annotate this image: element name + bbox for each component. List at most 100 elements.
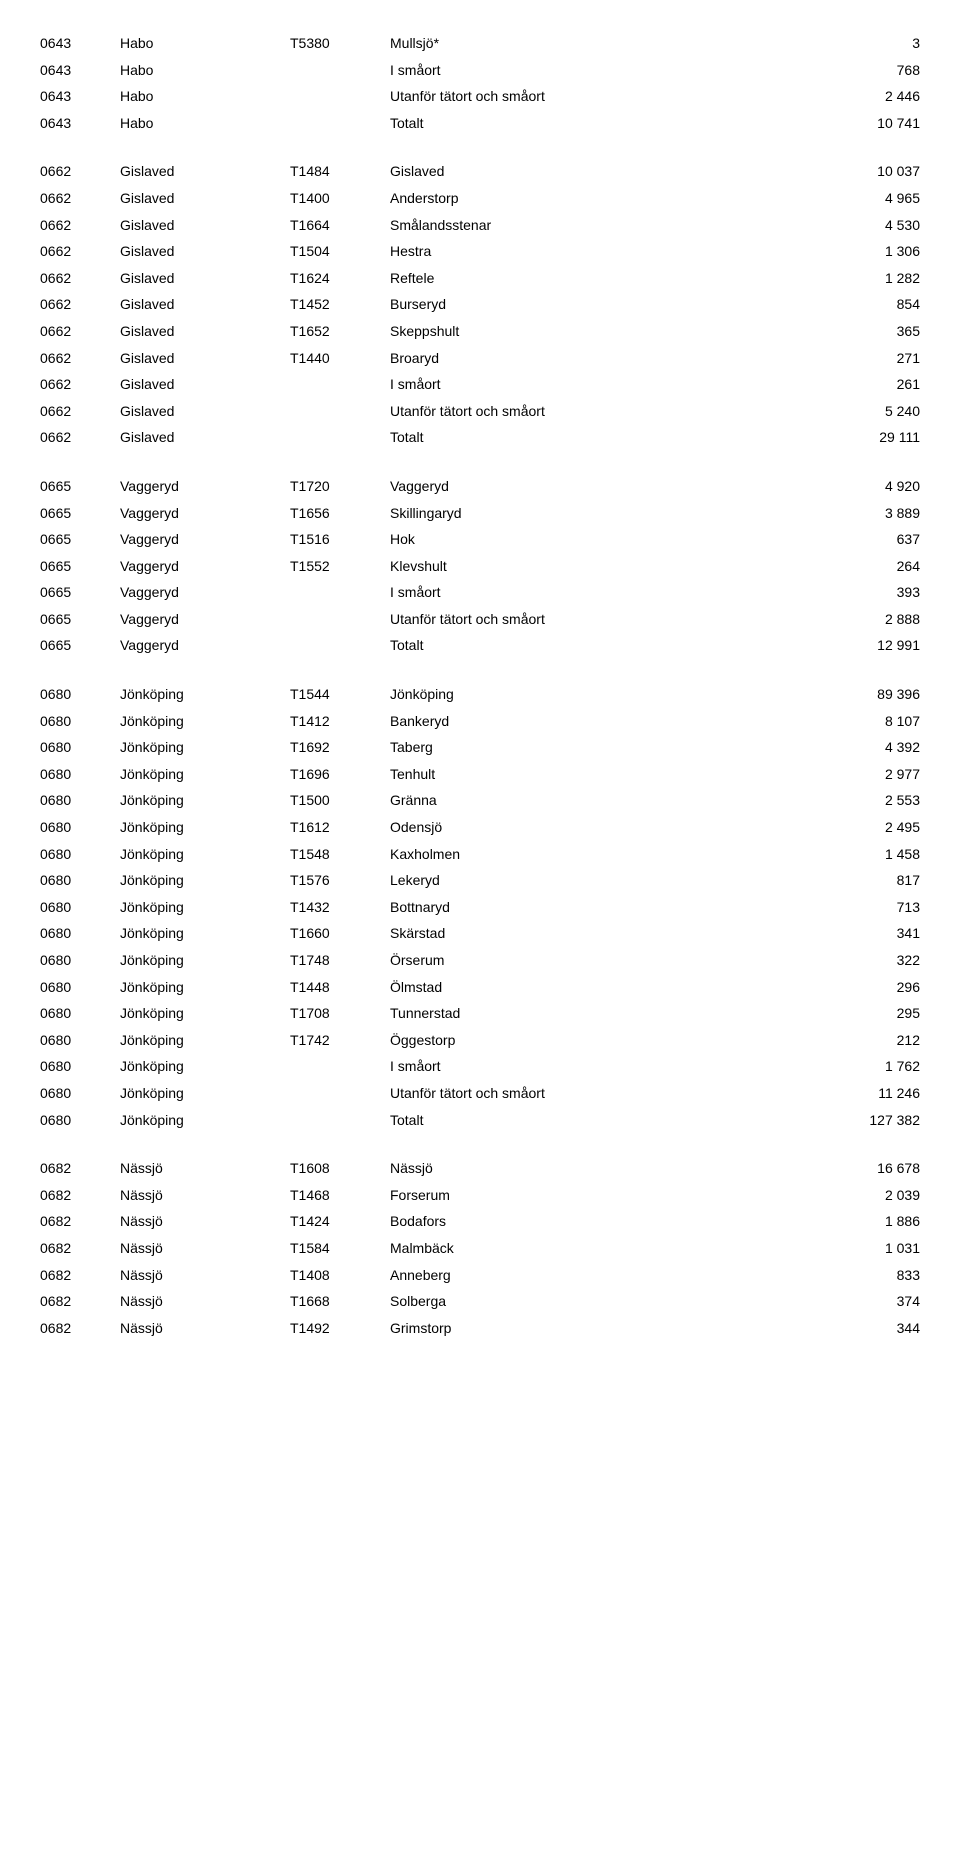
locality-code: T5380 — [290, 30, 390, 57]
municipality-name: Habo — [120, 83, 290, 110]
table-row: 0662GislavedT1652Skeppshult365 — [40, 318, 920, 345]
population-value: 2 446 — [820, 83, 920, 110]
locality-name: Öggestorp — [390, 1027, 820, 1054]
municipality-name: Jönköping — [120, 1080, 290, 1107]
population-value: 322 — [820, 947, 920, 974]
municipality-code: 0680 — [40, 974, 120, 1001]
locality-name: Smålandsstenar — [390, 212, 820, 239]
municipality-name: Gislaved — [120, 212, 290, 239]
municipality-code: 0662 — [40, 424, 120, 451]
locality-name: Tenhult — [390, 761, 820, 788]
locality-name: Utanför tätort och småort — [390, 83, 820, 110]
population-value: 1 282 — [820, 265, 920, 292]
municipality-name: Jönköping — [120, 1107, 290, 1134]
locality-code: T1652 — [290, 318, 390, 345]
population-value: 2 888 — [820, 606, 920, 633]
municipality-code: 0680 — [40, 894, 120, 921]
table-row: 0665VaggerydTotalt12 991 — [40, 632, 920, 659]
population-value: 127 382 — [820, 1107, 920, 1134]
municipality-name: Jönköping — [120, 1027, 290, 1054]
municipality-code: 0680 — [40, 867, 120, 894]
municipality-name: Jönköping — [120, 814, 290, 841]
table-row: 0680JönköpingT1692Taberg4 392 — [40, 734, 920, 761]
locality-code: T1748 — [290, 947, 390, 974]
locality-code: T1668 — [290, 1288, 390, 1315]
locality-name: Örserum — [390, 947, 820, 974]
municipality-code: 0665 — [40, 579, 120, 606]
municipality-name: Nässjö — [120, 1208, 290, 1235]
locality-name: Bankeryd — [390, 708, 820, 735]
municipality-code: 0662 — [40, 345, 120, 372]
table-row: 0665VaggerydT1516Hok637 — [40, 526, 920, 553]
municipality-name: Gislaved — [120, 371, 290, 398]
population-value: 365 — [820, 318, 920, 345]
locality-name: Odensjö — [390, 814, 820, 841]
municipality-code: 0680 — [40, 787, 120, 814]
locality-code: T1552 — [290, 553, 390, 580]
locality-name: Kaxholmen — [390, 841, 820, 868]
municipality-code: 0643 — [40, 57, 120, 84]
municipality-code: 0665 — [40, 526, 120, 553]
table-row: 0682NässjöT1408Anneberg833 — [40, 1262, 920, 1289]
locality-code: T1576 — [290, 867, 390, 894]
locality-code: T1544 — [290, 681, 390, 708]
population-value: 12 991 — [820, 632, 920, 659]
locality-name: Utanför tätort och småort — [390, 398, 820, 425]
table-row: 0682NässjöT1468Forserum2 039 — [40, 1182, 920, 1209]
municipality-name: Gislaved — [120, 291, 290, 318]
municipality-name: Vaggeryd — [120, 500, 290, 527]
municipality-code: 0662 — [40, 318, 120, 345]
locality-code: T1452 — [290, 291, 390, 318]
municipality-code: 0662 — [40, 291, 120, 318]
municipality-code: 0680 — [40, 1000, 120, 1027]
population-value: 341 — [820, 920, 920, 947]
population-value: 264 — [820, 553, 920, 580]
table-row: 0662GislavedI småort261 — [40, 371, 920, 398]
locality-code: T1484 — [290, 158, 390, 185]
table-row: 0643HaboT5380Mullsjö*3 — [40, 30, 920, 57]
municipality-code: 0665 — [40, 553, 120, 580]
municipality-name: Habo — [120, 110, 290, 137]
municipality-name: Gislaved — [120, 238, 290, 265]
population-value: 374 — [820, 1288, 920, 1315]
municipality-name: Nässjö — [120, 1235, 290, 1262]
table-row: 0682NässjöT1668Solberga374 — [40, 1288, 920, 1315]
locality-name: I småort — [390, 371, 820, 398]
municipality-name: Habo — [120, 57, 290, 84]
table-row: 0680JönköpingT1696Tenhult2 977 — [40, 761, 920, 788]
table-row: 0682NässjöT1424Bodafors1 886 — [40, 1208, 920, 1235]
locality-code: T1432 — [290, 894, 390, 921]
population-value: 637 — [820, 526, 920, 553]
table-row: 0662GislavedTotalt29 111 — [40, 424, 920, 451]
population-value: 2 495 — [820, 814, 920, 841]
locality-name: I småort — [390, 579, 820, 606]
municipality-name: Jönköping — [120, 708, 290, 735]
municipality-code: 0662 — [40, 371, 120, 398]
locality-name: Nässjö — [390, 1155, 820, 1182]
locality-name: Lekeryd — [390, 867, 820, 894]
population-value: 5 240 — [820, 398, 920, 425]
locality-code: T1664 — [290, 212, 390, 239]
table-row: 0662GislavedT1452Burseryd854 — [40, 291, 920, 318]
table-row: 0680JönköpingUtanför tätort och småort11… — [40, 1080, 920, 1107]
municipality-name: Gislaved — [120, 345, 290, 372]
municipality-name: Gislaved — [120, 398, 290, 425]
municipality-code: 0680 — [40, 1107, 120, 1134]
municipality-code: 0682 — [40, 1288, 120, 1315]
population-value: 854 — [820, 291, 920, 318]
table-row: 0680JönköpingT1500Gränna2 553 — [40, 787, 920, 814]
municipality-name: Nässjö — [120, 1288, 290, 1315]
locality-name: Utanför tätort och småort — [390, 1080, 820, 1107]
municipality-name: Jönköping — [120, 761, 290, 788]
municipality-name: Habo — [120, 30, 290, 57]
municipality-name: Jönköping — [120, 894, 290, 921]
municipality-code: 0682 — [40, 1315, 120, 1342]
table-row: 0662GislavedT1484Gislaved10 037 — [40, 158, 920, 185]
municipality-name: Jönköping — [120, 867, 290, 894]
locality-code: T1500 — [290, 787, 390, 814]
population-value: 16 678 — [820, 1155, 920, 1182]
table-row: 0680JönköpingT1448Ölmstad296 — [40, 974, 920, 1001]
municipality-code: 0682 — [40, 1208, 120, 1235]
municipality-code: 0662 — [40, 158, 120, 185]
table-row: 0665VaggerydUtanför tätort och småort2 8… — [40, 606, 920, 633]
